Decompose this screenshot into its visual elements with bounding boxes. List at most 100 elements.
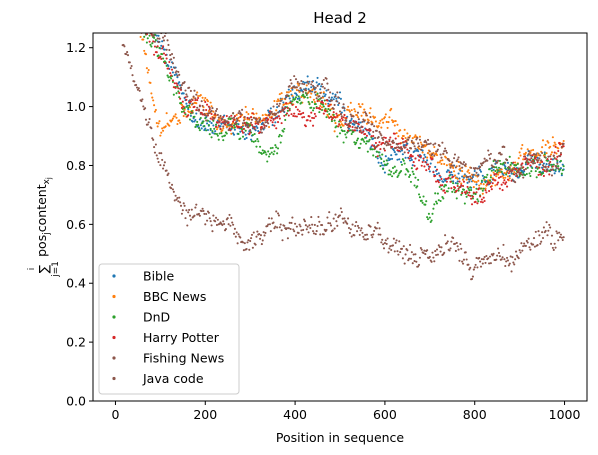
data-point	[161, 40, 164, 43]
data-point	[409, 134, 412, 137]
data-point	[237, 116, 240, 120]
data-point	[136, 12, 138, 14]
data-point	[412, 161, 415, 164]
data-point	[469, 266, 472, 269]
data-point	[295, 225, 298, 228]
data-point	[399, 129, 402, 132]
data-point	[259, 118, 262, 121]
data-point	[220, 132, 223, 135]
data-point	[241, 129, 244, 133]
data-point	[437, 199, 440, 202]
data-point	[504, 161, 507, 164]
data-point	[250, 140, 254, 143]
data-point	[303, 115, 306, 119]
data-point	[504, 165, 507, 168]
data-point	[365, 134, 369, 137]
data-point	[457, 189, 460, 192]
data-point	[411, 164, 414, 167]
data-point	[201, 207, 204, 210]
data-point	[380, 126, 383, 129]
data-point	[378, 122, 381, 125]
data-point	[332, 98, 335, 101]
data-point	[317, 215, 320, 218]
data-point	[190, 111, 193, 114]
data-point	[140, 27, 142, 29]
data-point	[214, 130, 217, 133]
data-point	[506, 256, 509, 259]
data-point	[338, 118, 342, 122]
data-point	[156, 45, 159, 48]
data-point	[258, 116, 261, 119]
data-point	[306, 96, 309, 99]
data-point	[498, 151, 501, 154]
data-point	[546, 140, 549, 143]
data-point	[551, 165, 554, 168]
data-point	[215, 125, 218, 128]
data-point	[205, 119, 208, 122]
data-point	[303, 95, 307, 99]
data-point	[126, 1, 128, 3]
data-point	[148, 29, 150, 31]
data-point	[471, 195, 474, 198]
y-axis-label: posjcontentxj ∑ i j=1	[27, 177, 61, 278]
data-point	[261, 114, 264, 117]
data-point	[545, 152, 548, 155]
data-point	[322, 233, 325, 236]
data-point	[420, 199, 423, 202]
data-point	[183, 108, 186, 111]
data-point	[451, 161, 454, 164]
data-point	[382, 121, 385, 124]
data-point	[131, 17, 133, 19]
data-point	[197, 94, 200, 98]
data-point	[170, 53, 174, 56]
data-point	[157, 54, 160, 57]
data-point	[312, 230, 315, 233]
data-point	[276, 103, 279, 106]
data-point	[286, 95, 289, 98]
data-point	[448, 163, 451, 166]
data-point	[278, 117, 281, 120]
data-point	[314, 86, 317, 89]
data-point	[156, 125, 159, 128]
data-point	[185, 209, 188, 212]
data-point	[346, 131, 349, 134]
data-point	[233, 128, 236, 131]
data-point	[298, 97, 301, 100]
data-point	[387, 157, 390, 160]
data-point	[366, 238, 369, 241]
data-point	[439, 159, 442, 162]
data-point	[173, 115, 176, 118]
data-point	[349, 113, 352, 116]
data-point	[285, 91, 289, 94]
data-point	[478, 256, 481, 260]
data-point	[243, 121, 246, 124]
data-point	[247, 239, 250, 242]
data-point	[495, 258, 498, 261]
data-point	[475, 181, 478, 184]
data-point	[488, 168, 491, 171]
data-point	[413, 150, 416, 153]
data-point	[488, 179, 492, 182]
data-point	[181, 100, 184, 103]
data-point	[123, 2, 125, 4]
data-point	[230, 114, 233, 117]
data-point	[439, 153, 442, 156]
data-point	[402, 145, 405, 148]
data-point	[305, 228, 308, 231]
data-point	[167, 65, 170, 68]
data-point	[213, 127, 216, 130]
data-point	[535, 165, 538, 168]
data-point	[135, 15, 137, 17]
data-point	[380, 161, 383, 165]
data-point	[322, 79, 325, 82]
data-point	[324, 110, 327, 113]
data-point	[512, 161, 515, 164]
data-point	[176, 85, 179, 88]
data-point	[364, 132, 367, 136]
data-point	[356, 224, 360, 227]
data-point	[280, 134, 283, 138]
data-point	[551, 168, 554, 171]
data-point	[136, 88, 139, 91]
data-point	[413, 164, 416, 167]
data-point	[506, 185, 509, 188]
